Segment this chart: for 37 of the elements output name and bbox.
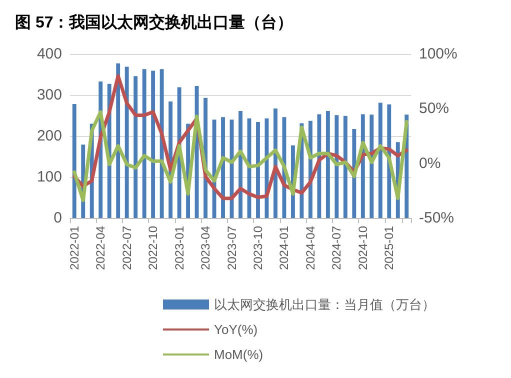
y2-tick-label: 50% xyxy=(419,100,450,118)
y-tick-label: 0 xyxy=(54,210,62,226)
bar xyxy=(378,102,382,218)
x-tick-label: 2022-07 xyxy=(120,226,134,270)
bar xyxy=(142,69,146,218)
x-tick-label: 2022-01 xyxy=(67,226,82,270)
y2-tick-label: 100% xyxy=(419,46,458,62)
bar xyxy=(256,122,260,218)
legend-label: MoM(%) xyxy=(214,347,264,362)
x-tick-label: 2024-04 xyxy=(303,226,318,270)
x-tick-label: 2022-04 xyxy=(94,226,108,270)
y-tick-label: 300 xyxy=(36,86,62,104)
x-tick-label: 2023-01 xyxy=(172,226,186,270)
bar xyxy=(343,116,348,218)
legend-label: YoY(%) xyxy=(214,322,258,337)
x-tick-label: 2024-01 xyxy=(277,226,292,270)
bar xyxy=(326,110,330,218)
bar xyxy=(124,66,129,218)
y-tick-label: 200 xyxy=(36,128,62,144)
x-tick-label: 2024-10 xyxy=(356,226,370,270)
x-tick-label: 2023-04 xyxy=(198,226,213,270)
x-tick-label: 2022-10 xyxy=(146,226,160,270)
line-series xyxy=(72,110,408,202)
x-tick-label: 2024-07 xyxy=(330,226,344,270)
x-tick-label: 2023-07 xyxy=(224,226,239,270)
chart-title: 图 57：我国以太网交换机出口量（台） xyxy=(15,12,294,32)
x-tick-label: 2023-10 xyxy=(250,226,265,270)
bar xyxy=(151,70,156,218)
y2-tick-label: 0% xyxy=(419,154,441,172)
bar xyxy=(334,115,339,218)
legend-label: 以太网交换机出口量：当月值（万台） xyxy=(214,297,435,312)
y-tick-label: 100 xyxy=(36,168,62,186)
y2-tick-label: -50% xyxy=(419,210,454,226)
bar xyxy=(72,104,76,218)
x-tick-label: 2025-01 xyxy=(382,226,396,270)
bar xyxy=(134,76,138,218)
y-tick-label: 400 xyxy=(36,46,62,62)
